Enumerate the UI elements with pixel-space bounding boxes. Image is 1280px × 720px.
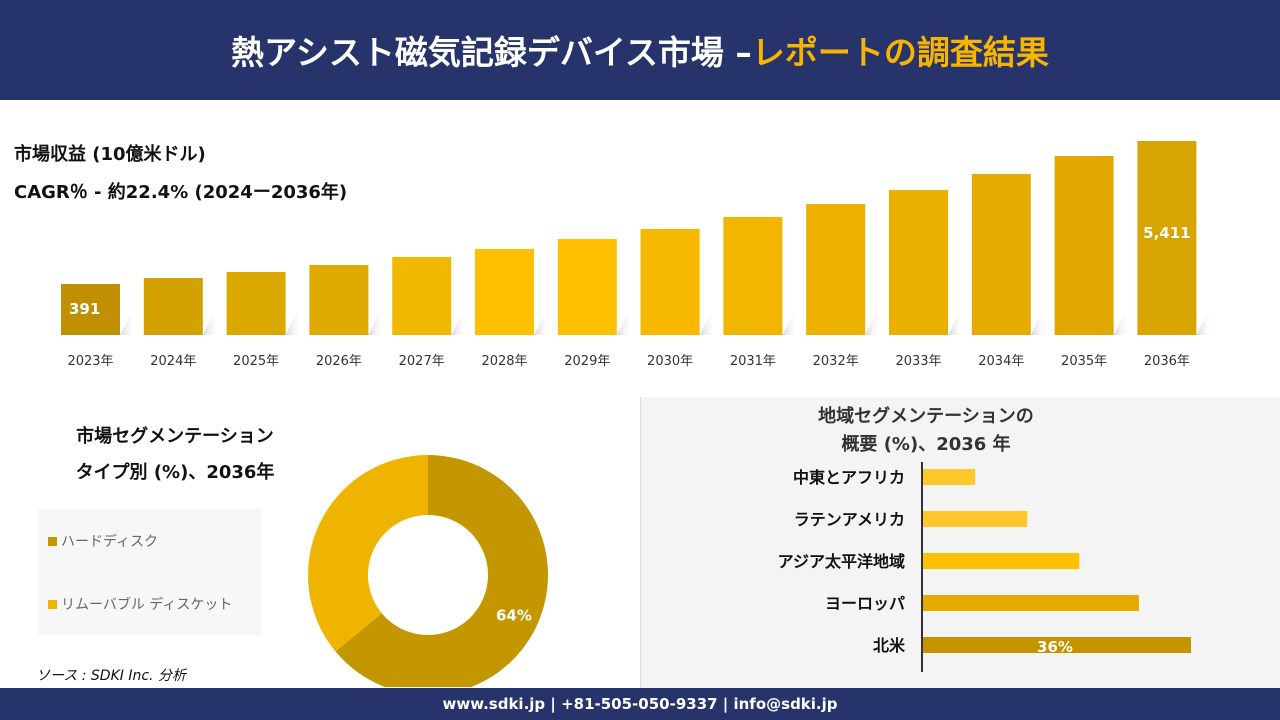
region-title: 地域セグメンテーションの 概要 (%)、2036 年	[801, 403, 1051, 459]
footer-contact: www.sdki.jp | +81-505-050-9337 | info@sd…	[0, 688, 1280, 720]
source-note: ソース : SDKI Inc. 分析	[36, 668, 186, 684]
bar-shadow	[202, 307, 217, 335]
bar-shadow	[699, 307, 714, 335]
region-label: 中東とアフリカ	[793, 468, 905, 487]
revenue-bar	[640, 228, 700, 335]
donut-slice	[308, 455, 428, 652]
bar-shadow	[285, 307, 300, 335]
legend-swatch	[48, 599, 57, 609]
type-segment-title: 市場セグメンテーション タイプ別 (%)、2036年	[30, 419, 320, 491]
donut-legend: ハードディスク リムーバブル ディスケット	[38, 509, 262, 635]
bar-shadow	[782, 307, 797, 335]
revenue-bar	[309, 264, 369, 335]
bar-shadow	[1113, 307, 1128, 335]
region-bar	[923, 553, 1080, 569]
revenue-bar	[226, 271, 286, 335]
year-tick-label: 2029年	[564, 354, 610, 369]
revenue-bar	[475, 248, 534, 335]
bar-shadow	[451, 307, 466, 335]
revenue-bar	[557, 238, 617, 335]
revenue-bar	[143, 277, 203, 335]
region-data-label: 36%	[1037, 638, 1073, 656]
legend-item-hard-disk: ハードディスク	[48, 531, 158, 551]
region-bar	[923, 595, 1139, 611]
region-bar	[923, 637, 1191, 653]
region-label: 北米	[873, 636, 906, 655]
year-tick-label: 2035年	[1061, 354, 1107, 369]
year-tick-label: 2024年	[150, 354, 196, 369]
header-banner: 熱アシスト磁気記録デバイス市場 – レポートの調査結果	[0, 0, 1280, 100]
legend-item-removable: リムーバブル ディスケット	[48, 594, 232, 614]
bar-data-label: 5,411	[1143, 224, 1190, 242]
type-segment-title-line1: 市場セグメンテーション	[76, 426, 274, 447]
year-tick-label: 2032年	[813, 354, 859, 369]
region-title-line1: 地域セグメンテーションの	[818, 406, 1034, 427]
year-tick-label: 2031年	[730, 354, 776, 369]
legend-label: リムーバブル ディスケット	[61, 597, 233, 613]
type-segment-title-line2: タイプ別 (%)、2036年	[75, 462, 275, 483]
revenue-bar-chart: 2023年 391 2024年 2025年 2026年 2027年 2028年 2029年 20…	[61, 141, 1211, 369]
donut-slice	[335, 455, 548, 687]
revenue-bar	[971, 173, 1031, 335]
year-tick-label: 2026年	[316, 354, 362, 369]
page-title: 熱アシスト磁気記録デバイス市場 –	[231, 33, 752, 72]
legend-label: ハードディスク	[61, 534, 159, 550]
region-segment-panel: 地域セグメンテーションの 概要 (%)、2036 年 中東とアフリカ ラテンアメリ…	[640, 397, 1280, 688]
bar-shadow	[865, 307, 880, 335]
bar-shadow	[1196, 307, 1211, 335]
year-tick-label: 2030年	[647, 354, 693, 369]
revenue-bar	[723, 216, 783, 335]
region-title-line2: 概要 (%)、2036 年	[841, 434, 1011, 455]
region-bar	[923, 511, 1028, 527]
year-tick-label: 2034年	[978, 354, 1024, 369]
revenue-bar	[392, 256, 452, 335]
year-tick-label: 2028年	[481, 354, 527, 369]
bar-shadow	[120, 307, 134, 335]
type-segment-panel: 市場セグメンテーション タイプ別 (%)、2036年 ハードディスク リムーバブ…	[0, 397, 640, 688]
page-title-accent: レポートの調査結果	[751, 33, 1049, 72]
revenue-title: 市場収益 (10億米ドル)	[14, 144, 206, 165]
bar-shadow	[616, 307, 631, 335]
bar-shadow	[948, 307, 962, 335]
year-tick-label: 2027年	[399, 354, 445, 369]
bar-shadow	[368, 307, 383, 335]
donut-data-label: 64%	[496, 606, 532, 624]
year-tick-label: 2023年	[67, 354, 113, 369]
bar-data-label: 391	[69, 300, 100, 318]
bar-shadow	[534, 307, 548, 335]
revenue-bar	[1054, 155, 1114, 335]
revenue-bar	[806, 203, 866, 335]
region-label: アジア太平洋地域	[778, 552, 905, 571]
region-label: ラテンアメリカ	[794, 510, 905, 529]
revenue-bar	[61, 284, 120, 335]
bar-shadow	[1030, 307, 1045, 335]
cagr-text: CAGR％ - 約22.4% (2024ー2036年)	[14, 182, 348, 203]
year-tick-label: 2033年	[895, 354, 941, 369]
legend-swatch	[48, 536, 57, 546]
region-bar	[923, 469, 976, 485]
year-tick-label: 2036年	[1144, 354, 1190, 369]
type-donut-chart: 64%	[308, 455, 548, 687]
year-tick-label: 2025年	[233, 354, 279, 369]
revenue-bar	[889, 189, 948, 335]
region-label: ヨーロッパ	[825, 594, 905, 613]
revenue-bar	[1137, 141, 1197, 335]
